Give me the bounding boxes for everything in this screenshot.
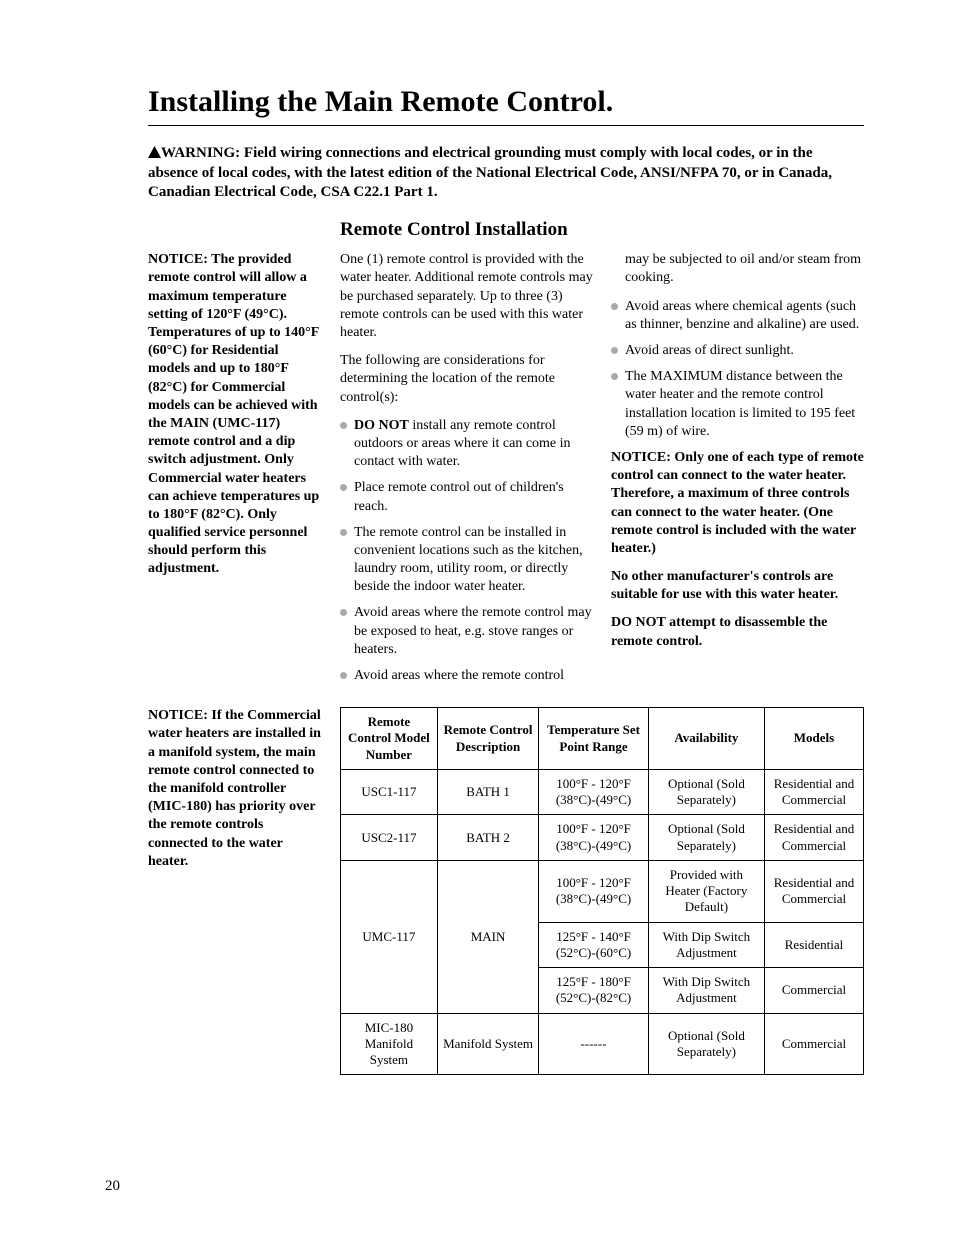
section-heading: Remote Control Installation xyxy=(340,219,864,241)
col-header: Temperature Set Point Range xyxy=(539,708,648,770)
body-column-1: One (1) remote control is provided with … xyxy=(340,251,593,693)
intro-p1: One (1) remote control is provided with … xyxy=(340,251,593,342)
cell: USC2-117 xyxy=(341,815,438,861)
notice-sidebar-2: NOTICE: If the Commercial water heaters … xyxy=(148,707,322,1075)
do-not-label: DO NOT xyxy=(354,418,409,433)
cell: Residential and Commercial xyxy=(765,860,864,922)
spec-table: Remote Control Model Number Remote Contr… xyxy=(340,707,864,1075)
cell: 125°F - 180°F (52°C)-(82°C) xyxy=(539,968,648,1014)
cell: Residential and Commercial xyxy=(765,769,864,815)
notice-paragraph: No other manufacturer's controls are sui… xyxy=(611,568,864,604)
list-item: Avoid areas where chemical agents (such … xyxy=(611,298,864,334)
table-row: MIC-180 Manifold System Manifold System … xyxy=(341,1013,864,1075)
cell: BATH 1 xyxy=(437,769,539,815)
cell: UMC-117 xyxy=(341,860,438,1013)
spec-table-wrapper: Remote Control Model Number Remote Contr… xyxy=(340,707,864,1075)
table-row: UMC-117 MAIN 100°F - 120°F (38°C)-(49°C)… xyxy=(341,860,864,922)
continuation-text: may be subjected to oil and/or steam fro… xyxy=(611,251,864,287)
table-header-row: Remote Control Model Number Remote Contr… xyxy=(341,708,864,770)
cell: Commercial xyxy=(765,968,864,1014)
warning-icon xyxy=(148,145,161,164)
cell: 100°F - 120°F (38°C)-(49°C) xyxy=(539,860,648,922)
table-row: USC1-117 BATH 1 100°F - 120°F (38°C)-(49… xyxy=(341,769,864,815)
three-column-layout: NOTICE: The provided remote control will… xyxy=(148,251,864,693)
cell: Manifold System xyxy=(437,1013,539,1075)
title-rule xyxy=(148,125,864,126)
cell: Commercial xyxy=(765,1013,864,1075)
notice-paragraph: DO NOT attempt to disassemble the remote… xyxy=(611,614,864,650)
cell: BATH 2 xyxy=(437,815,539,861)
warning-text: Field wiring connections and electrical … xyxy=(148,145,832,200)
table-row: USC2-117 BATH 2 100°F - 120°F (38°C)-(49… xyxy=(341,815,864,861)
cell: Optional (Sold Separately) xyxy=(648,1013,764,1075)
notice-sidebar-1: NOTICE: The provided remote control will… xyxy=(148,251,322,693)
list-item: Avoid areas where the remote control xyxy=(340,667,593,685)
list-item: The remote control can be installed in c… xyxy=(340,524,593,597)
notice-paragraph: NOTICE: Only one of each type of remote … xyxy=(611,449,864,558)
cell: With Dip Switch Adjustment xyxy=(648,922,764,968)
col-header: Remote Control Description xyxy=(437,708,539,770)
warning-paragraph: WARNING: Field wiring connections and el… xyxy=(148,144,864,201)
cell: With Dip Switch Adjustment xyxy=(648,968,764,1014)
cell: Provided with Heater (Factory Default) xyxy=(648,860,764,922)
considerations-list-2: Avoid areas where chemical agents (such … xyxy=(611,298,864,441)
cell: USC1-117 xyxy=(341,769,438,815)
cell: Residential xyxy=(765,922,864,968)
body-column-2: may be subjected to oil and/or steam fro… xyxy=(611,251,864,693)
cell: MIC-180 Manifold System xyxy=(341,1013,438,1075)
cell: 100°F - 120°F (38°C)-(49°C) xyxy=(539,815,648,861)
col-header: Availability xyxy=(648,708,764,770)
col-header: Models xyxy=(765,708,864,770)
list-item: Avoid areas where the remote control may… xyxy=(340,604,593,659)
cell: Residential and Commercial xyxy=(765,815,864,861)
list-item: The MAXIMUM distance between the water h… xyxy=(611,368,864,441)
lower-layout: NOTICE: If the Commercial water heaters … xyxy=(148,707,864,1075)
list-item: Place remote control out of children's r… xyxy=(340,479,593,515)
col-header: Remote Control Model Number xyxy=(341,708,438,770)
cell: MAIN xyxy=(437,860,539,1013)
page-number: 20 xyxy=(105,1178,120,1195)
list-item: DO NOT install any remote control outdoo… xyxy=(340,417,593,472)
list-item: Avoid areas of direct sunlight. xyxy=(611,342,864,360)
considerations-list-1: DO NOT install any remote control outdoo… xyxy=(340,417,593,685)
page-title: Installing the Main Remote Control. xyxy=(148,85,864,119)
warning-label: WARNING: xyxy=(161,145,240,161)
intro-p2: The following are considerations for det… xyxy=(340,352,593,407)
cell: Optional (Sold Separately) xyxy=(648,815,764,861)
cell: 100°F - 120°F (38°C)-(49°C) xyxy=(539,769,648,815)
cell: ------ xyxy=(539,1013,648,1075)
page-content: Installing the Main Remote Control. WARN… xyxy=(0,0,954,1075)
cell: 125°F - 140°F (52°C)-(60°C) xyxy=(539,922,648,968)
cell: Optional (Sold Separately) xyxy=(648,769,764,815)
